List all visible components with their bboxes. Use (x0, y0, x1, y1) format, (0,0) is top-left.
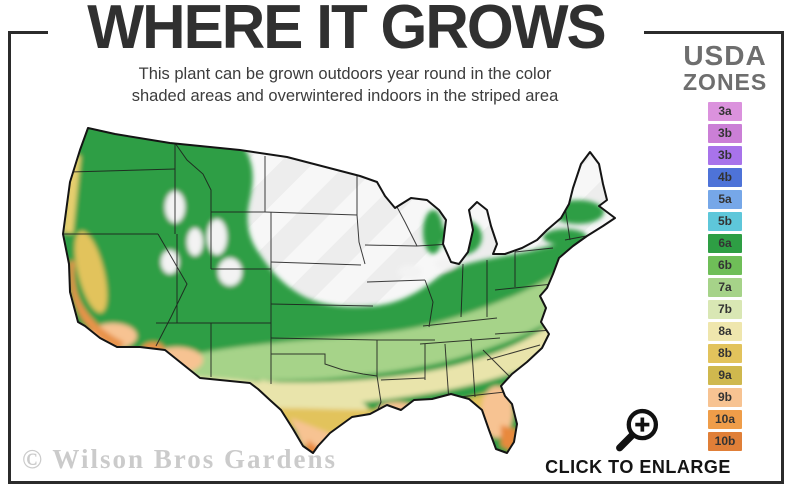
page-title: WHERE IT GROWS (87, 0, 606, 62)
zone-swatch-9b: 9b (708, 388, 742, 408)
zone-legend-list: 3a 3b 3b 4b 5a 5b 6a 6b 7a 7b 8a 8b 9a 9b 10a 10b (708, 102, 742, 452)
magnifier-plus-icon[interactable] (612, 404, 664, 456)
state-borders (63, 142, 598, 417)
zone-swatch-10b: 10b (708, 432, 742, 452)
zone-swatch-4b: 4b (708, 168, 742, 188)
zone-swatch-7b: 7b (708, 300, 742, 320)
subtitle-line-2: shaded areas and overwintered indoors in… (131, 86, 559, 105)
zone-swatch-8b: 8b (708, 344, 742, 364)
page-title-block: WHERE IT GROWS (48, 0, 644, 60)
click-to-enlarge-control[interactable]: CLICK TO ENLARGE (543, 404, 733, 478)
subtitle: This plant can be grown outdoors year ro… (95, 64, 595, 108)
us-hardiness-zone-map[interactable] (25, 112, 625, 482)
zone-swatch-3b: 3b (708, 146, 742, 166)
zone-swatch-9a: 9a (708, 366, 742, 386)
zone-swatch-10a: 10a (708, 410, 742, 430)
watermark: © Wilson Bros Gardens (22, 444, 337, 474)
zone-swatch-6a: 6a (708, 234, 742, 254)
zone-swatch-6b: 6b (708, 256, 742, 276)
usda-zones-legend: USDA ZONES 3a 3b 3b 4b 5a 5b 6a 6b 7a 7b 8a 8b 9a 9b 1… (683, 42, 767, 454)
zone-swatch-3b: 3b (708, 124, 742, 144)
click-to-enlarge-label[interactable]: CLICK TO ENLARGE (545, 457, 731, 477)
zone-swatch-3a: 3a (708, 102, 742, 122)
subtitle-line-1: This plant can be grown outdoors year ro… (138, 65, 552, 83)
zone-swatch-5a: 5a (708, 190, 742, 210)
legend-title-usda: USDA (683, 40, 767, 71)
legend-title-zones: ZONES (683, 69, 768, 95)
zone-swatch-8a: 8a (708, 322, 742, 342)
zone-swatch-5b: 5b (708, 212, 742, 232)
zone-swatch-7a: 7a (708, 278, 742, 298)
